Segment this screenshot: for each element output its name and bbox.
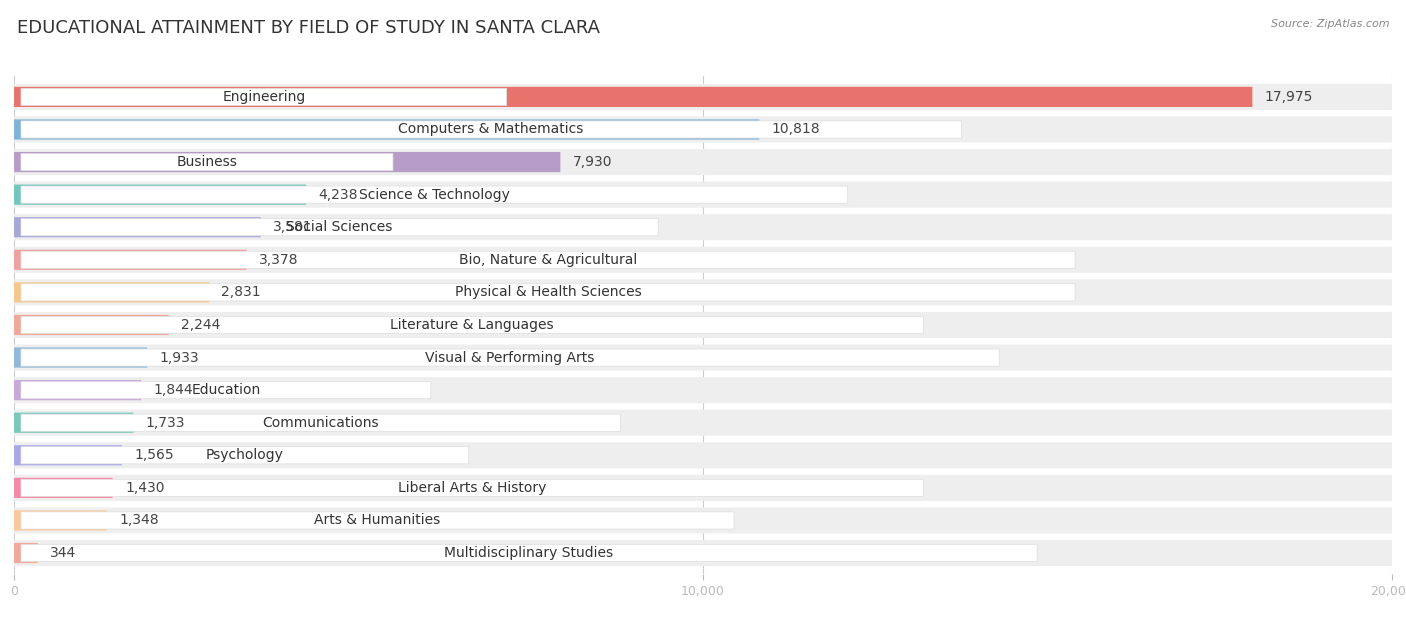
Text: Bio, Nature & Agricultural: Bio, Nature & Agricultural <box>458 253 637 267</box>
FancyBboxPatch shape <box>14 182 1392 208</box>
FancyBboxPatch shape <box>14 543 38 563</box>
FancyBboxPatch shape <box>14 149 1392 175</box>
FancyBboxPatch shape <box>14 345 1392 370</box>
FancyBboxPatch shape <box>21 218 658 236</box>
Text: 1,733: 1,733 <box>146 416 186 430</box>
FancyBboxPatch shape <box>14 442 1392 468</box>
FancyBboxPatch shape <box>14 377 1392 403</box>
FancyBboxPatch shape <box>14 214 1392 240</box>
Text: Physical & Health Sciences: Physical & Health Sciences <box>454 285 641 299</box>
Text: Education: Education <box>191 383 260 397</box>
FancyBboxPatch shape <box>21 545 1038 562</box>
FancyBboxPatch shape <box>14 117 1392 143</box>
Text: 3,378: 3,378 <box>259 253 298 267</box>
Text: 1,430: 1,430 <box>125 481 165 495</box>
Text: 2,831: 2,831 <box>222 285 262 299</box>
FancyBboxPatch shape <box>21 512 734 529</box>
Text: Literature & Languages: Literature & Languages <box>391 318 554 332</box>
Text: Social Sciences: Social Sciences <box>287 220 392 234</box>
Text: 1,348: 1,348 <box>120 514 159 528</box>
FancyBboxPatch shape <box>14 445 122 466</box>
FancyBboxPatch shape <box>21 480 924 497</box>
FancyBboxPatch shape <box>21 447 468 464</box>
FancyBboxPatch shape <box>14 315 169 335</box>
FancyBboxPatch shape <box>14 380 141 400</box>
Text: 3,581: 3,581 <box>273 220 312 234</box>
FancyBboxPatch shape <box>14 540 1392 566</box>
Text: 2,244: 2,244 <box>181 318 221 332</box>
FancyBboxPatch shape <box>14 119 759 139</box>
Text: Psychology: Psychology <box>205 448 284 463</box>
FancyBboxPatch shape <box>21 284 1076 301</box>
FancyBboxPatch shape <box>21 121 962 138</box>
Text: Multidisciplinary Studies: Multidisciplinary Studies <box>444 546 613 560</box>
Text: Science & Technology: Science & Technology <box>359 187 510 202</box>
FancyBboxPatch shape <box>14 410 1392 436</box>
Text: Source: ZipAtlas.com: Source: ZipAtlas.com <box>1271 19 1389 29</box>
FancyBboxPatch shape <box>14 475 1392 501</box>
FancyBboxPatch shape <box>14 510 107 531</box>
FancyBboxPatch shape <box>14 184 307 204</box>
FancyBboxPatch shape <box>14 247 1392 273</box>
FancyBboxPatch shape <box>21 153 394 170</box>
FancyBboxPatch shape <box>14 250 247 270</box>
Text: Communications: Communications <box>263 416 380 430</box>
Text: Engineering: Engineering <box>222 90 305 104</box>
FancyBboxPatch shape <box>14 348 148 368</box>
FancyBboxPatch shape <box>14 84 1392 110</box>
FancyBboxPatch shape <box>14 152 561 172</box>
Text: 1,844: 1,844 <box>153 383 193 397</box>
FancyBboxPatch shape <box>14 282 209 302</box>
FancyBboxPatch shape <box>21 349 1000 366</box>
Text: Computers & Mathematics: Computers & Mathematics <box>398 122 583 136</box>
FancyBboxPatch shape <box>14 312 1392 338</box>
FancyBboxPatch shape <box>21 88 506 105</box>
FancyBboxPatch shape <box>21 186 848 203</box>
FancyBboxPatch shape <box>14 478 112 498</box>
FancyBboxPatch shape <box>21 382 430 399</box>
Text: 344: 344 <box>51 546 76 560</box>
FancyBboxPatch shape <box>21 414 620 432</box>
FancyBboxPatch shape <box>14 217 260 237</box>
FancyBboxPatch shape <box>21 251 1076 268</box>
FancyBboxPatch shape <box>14 507 1392 533</box>
Text: EDUCATIONAL ATTAINMENT BY FIELD OF STUDY IN SANTA CLARA: EDUCATIONAL ATTAINMENT BY FIELD OF STUDY… <box>17 19 600 37</box>
Text: 17,975: 17,975 <box>1265 90 1313 104</box>
Text: Arts & Humanities: Arts & Humanities <box>315 514 440 528</box>
Text: 1,565: 1,565 <box>135 448 174 463</box>
FancyBboxPatch shape <box>14 280 1392 305</box>
Text: 7,930: 7,930 <box>572 155 612 169</box>
FancyBboxPatch shape <box>21 316 924 334</box>
Text: Visual & Performing Arts: Visual & Performing Arts <box>426 351 595 365</box>
Text: 1,933: 1,933 <box>160 351 200 365</box>
Text: 4,238: 4,238 <box>318 187 359 202</box>
FancyBboxPatch shape <box>14 413 134 433</box>
Text: Business: Business <box>177 155 238 169</box>
Text: Liberal Arts & History: Liberal Arts & History <box>398 481 547 495</box>
FancyBboxPatch shape <box>14 87 1253 107</box>
Text: 10,818: 10,818 <box>772 122 820 136</box>
